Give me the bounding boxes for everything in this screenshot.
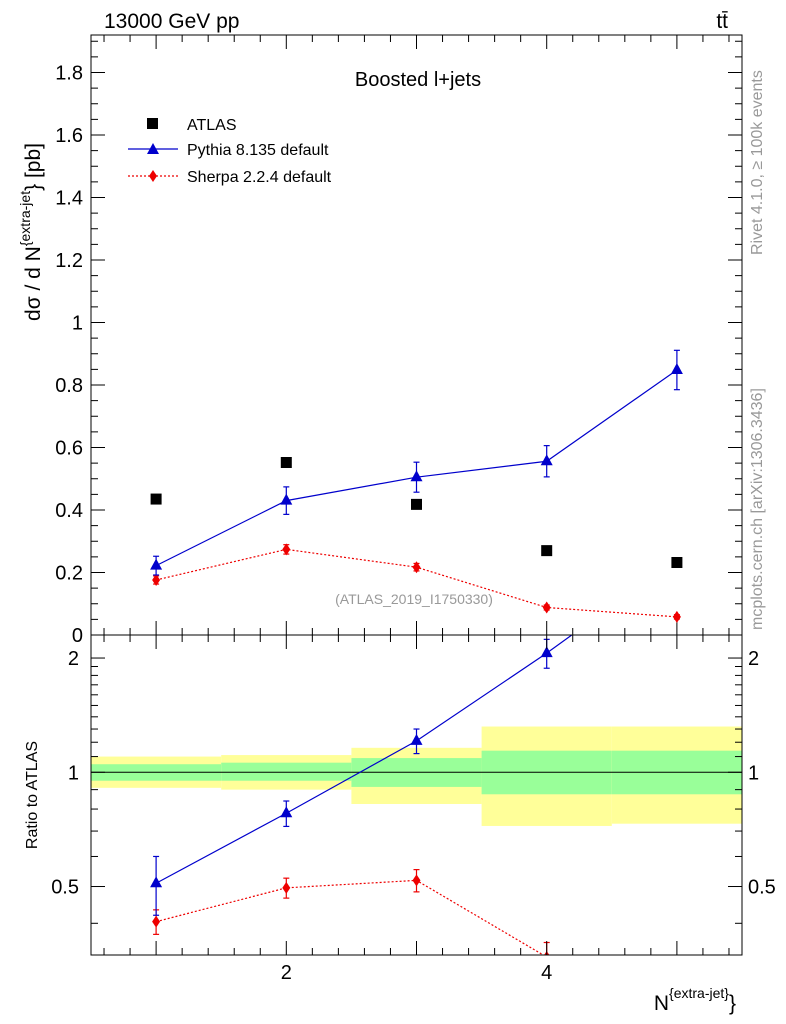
- pythia-point: [280, 493, 293, 505]
- legend-sherpa-label: Sherpa 2.2.4 default: [187, 169, 332, 186]
- main-y-tick-label: 0.6: [55, 438, 83, 460]
- atlas-point: [280, 457, 292, 468]
- ylabel-suffix: } [pb]: [22, 143, 45, 191]
- x-tick-label: 2: [281, 962, 292, 984]
- ylabel-superscript: {extra-jet: [17, 191, 33, 246]
- ratio-sherpa-point: [282, 881, 291, 894]
- ratio-sherpa-line: [155, 879, 545, 955]
- main-series: [150, 349, 683, 623]
- main-y-tick-label: 1.2: [55, 250, 83, 272]
- ratio-y-tick-labels: 0.5 0.5 1 1 2 2: [51, 648, 776, 898]
- ratio-y-tick-label-right: 2: [748, 648, 759, 670]
- ratio-y-tick-label-right: 1: [748, 762, 759, 784]
- pythia-point: [410, 470, 423, 482]
- xlabel-superscript: {extra-jet}: [669, 985, 729, 1001]
- ratio-pythia-point: [540, 646, 553, 658]
- x-tick-label: 4: [541, 962, 552, 984]
- legend-pythia-marker: [147, 143, 159, 154]
- main-y-tick-label: 1.6: [55, 125, 83, 147]
- ratio-pythia-point: [410, 733, 423, 745]
- main-y-tick-label: 0.4: [55, 500, 83, 522]
- main-y-axis-label: dσ / d N{extra-jet} [pb]: [17, 143, 45, 321]
- x-axis-label: N{extra-jet}}: [654, 985, 736, 1015]
- atlas-point: [411, 498, 422, 510]
- main-ticks: [91, 35, 742, 636]
- legend-atlas-marker: [147, 118, 158, 129]
- xlabel-main-text: N: [654, 992, 669, 1015]
- main-panel: 0 0.2 0.4 0.6 0.8 1 1.2 1.4 1.6 1.8 Boosted l+jet…: [17, 34, 743, 648]
- main-y-tick-labels: 0 0.2 0.4 0.6 0.8 1 1.2 1.4 1.6 1.8: [55, 63, 83, 648]
- pythia-point: [150, 558, 163, 570]
- main-y-tick-label: 1: [72, 313, 83, 335]
- sherpa-point: [152, 574, 161, 586]
- ratio-y-tick-label-left: 1: [68, 762, 79, 784]
- ratio-series: [150, 635, 573, 955]
- main-y-tick-label: 1.4: [55, 188, 83, 210]
- ratio-band-inner: [221, 762, 352, 781]
- energy-label: 13000 GeV pp: [104, 10, 239, 33]
- sherpa-point: [282, 543, 291, 556]
- svg-text:dσ / d N{extra-jet} [pb]: dσ / d N{extra-jet} [pb]: [17, 143, 45, 321]
- rivet-label: Rivet 4.1.0, ≥ 100k events: [749, 70, 766, 255]
- pythia-point: [670, 363, 683, 374]
- sherpa-point: [412, 561, 421, 574]
- ratio-y-tick-label-right: 0.5: [748, 877, 776, 899]
- ratio-sherpa-point: [152, 915, 161, 928]
- mcplots-label: mcplots.cern.ch [arXiv:1306.3436]: [749, 388, 766, 630]
- main-y-tick-label: 0.2: [55, 563, 83, 585]
- main-y-tick-label: 0: [72, 625, 83, 647]
- main-y-tick-label: 1.8: [55, 63, 83, 85]
- main-y-tick-label: 0.8: [55, 375, 83, 397]
- atlas-point: [150, 493, 162, 505]
- sherpa-point: [542, 601, 551, 614]
- xlabel-suffix: }: [729, 992, 736, 1015]
- analysis-watermark: (ATLAS_2019_I1750330): [335, 591, 493, 607]
- ratio-y-tick-label-left: 2: [68, 648, 79, 670]
- legend-atlas-label: ATLAS: [187, 117, 237, 134]
- ratio-y-axis-label: Ratio to ATLAS: [24, 741, 41, 849]
- legend-pythia-label: Pythia 8.135 default: [187, 142, 329, 159]
- ratio-sherpa-point: [412, 874, 421, 887]
- plot-title: Boosted l+jets: [355, 69, 481, 91]
- ratio-pythia-point: [280, 806, 293, 818]
- ratio-frame: [90, 634, 743, 956]
- process-label: tt̄: [716, 10, 728, 33]
- legend-sherpa-marker: [149, 170, 157, 182]
- ylabel-main-text: dσ / d N: [22, 246, 45, 321]
- atlas-point: [671, 557, 683, 568]
- sherpa-point: [672, 610, 681, 623]
- ratio-pythia-point: [150, 876, 163, 888]
- ratio-ticks: [91, 635, 742, 955]
- legend: ATLAS Pythia 8.135 default Sherpa 2.2.4 …: [128, 117, 332, 186]
- ratio-pythia-line: [155, 635, 573, 884]
- pythia-point: [540, 454, 553, 466]
- atlas-point: [541, 545, 553, 557]
- ratio-y-tick-label-left: 0.5: [51, 877, 79, 899]
